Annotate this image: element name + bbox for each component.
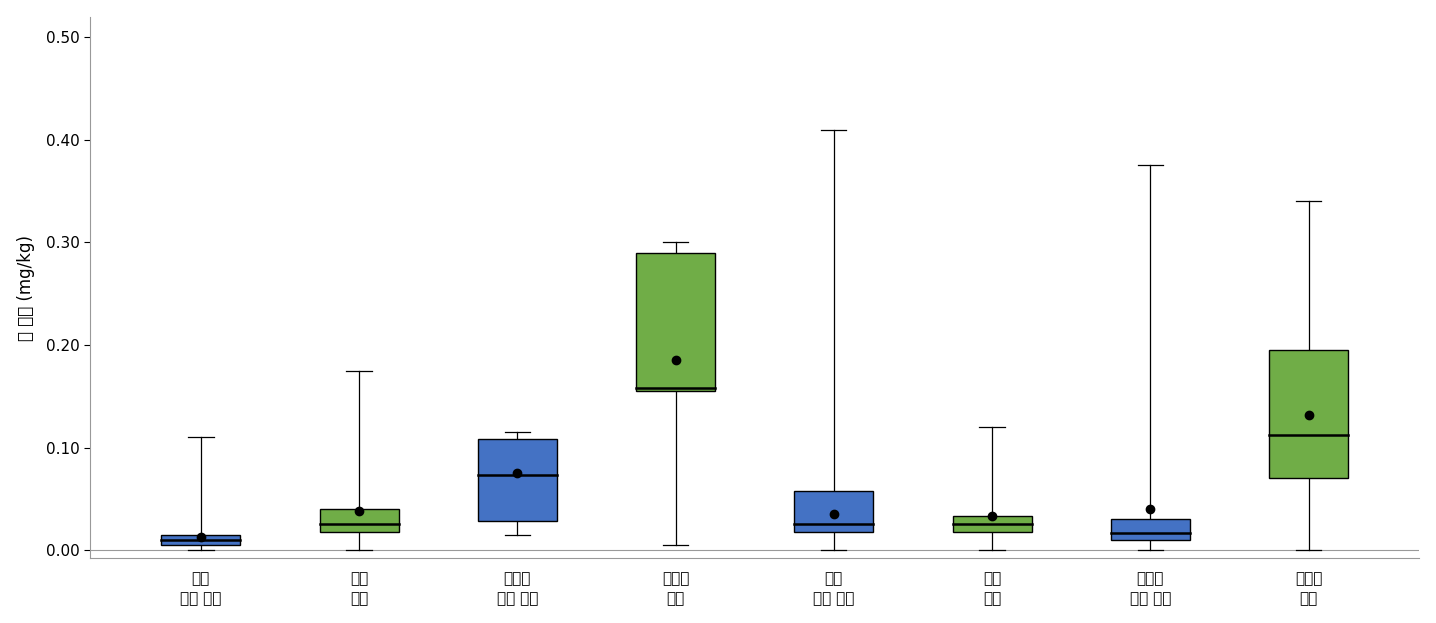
Bar: [794, 491, 873, 531]
Bar: [161, 535, 240, 545]
Bar: [478, 439, 557, 521]
Bar: [636, 252, 715, 391]
Bar: [1111, 520, 1190, 540]
Y-axis label: 납 함량 (mg/kg): 납 함량 (mg/kg): [17, 234, 34, 341]
Bar: [952, 516, 1031, 531]
Bar: [1269, 350, 1348, 478]
Bar: [320, 509, 399, 531]
